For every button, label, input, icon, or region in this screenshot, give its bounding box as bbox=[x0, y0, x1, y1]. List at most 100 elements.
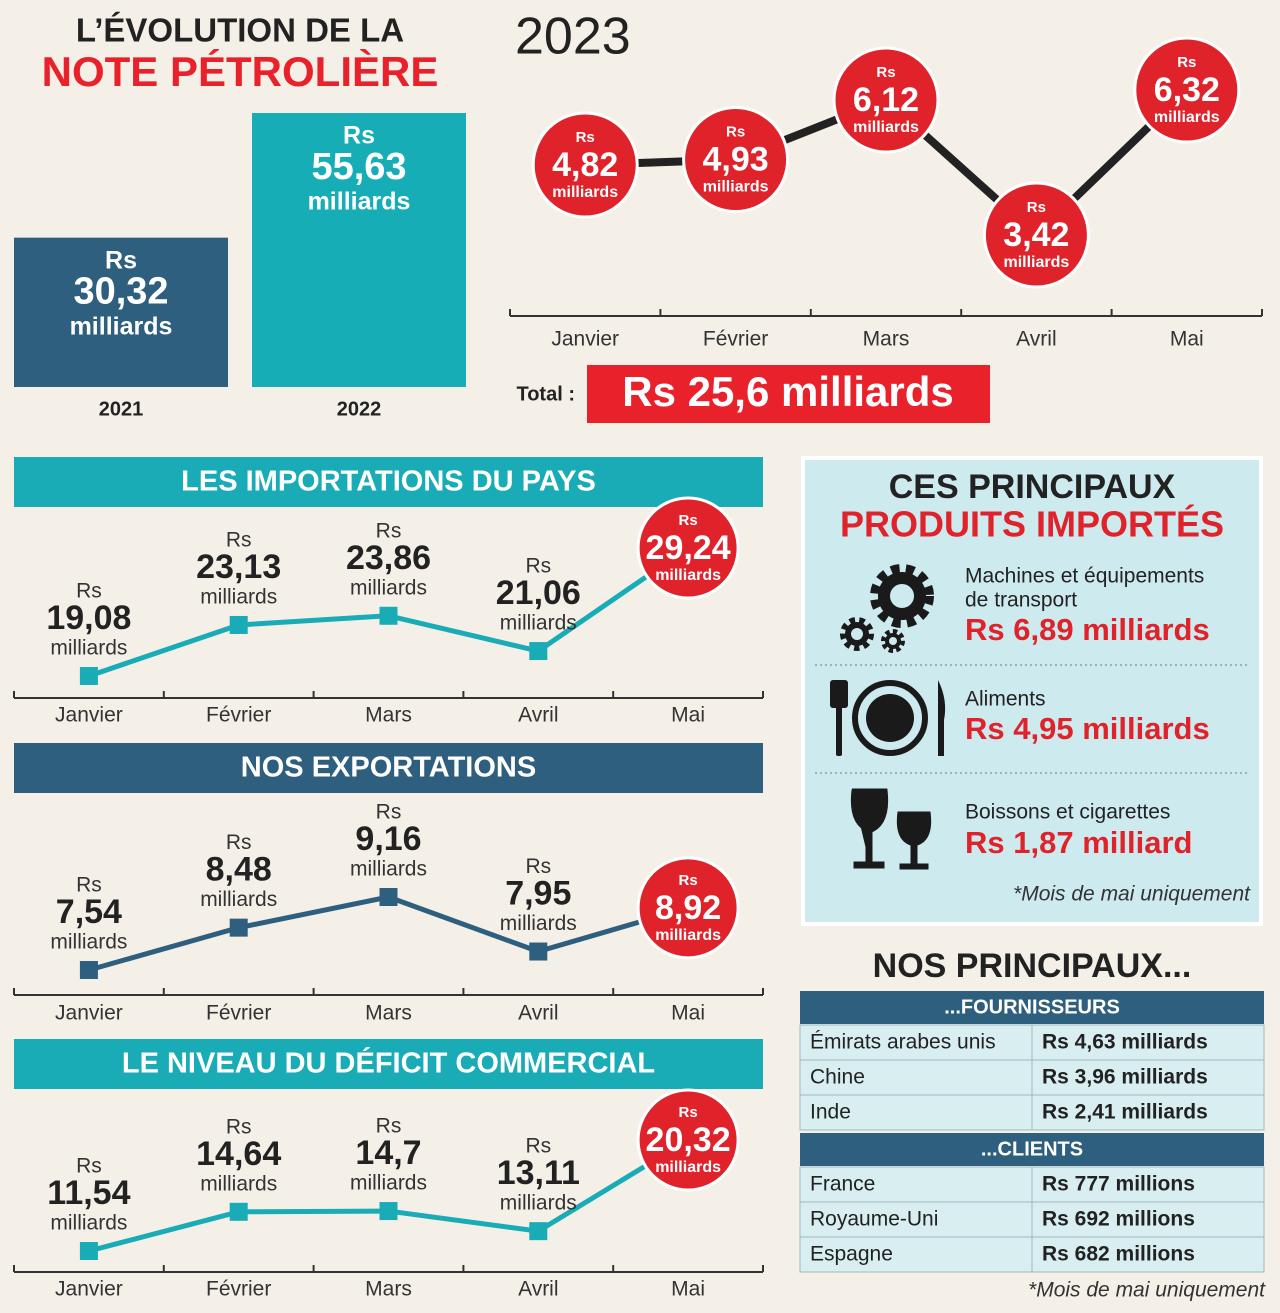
table-header-text: ...CLIENTS bbox=[981, 1138, 1083, 1160]
plate-icon bbox=[830, 680, 946, 756]
bar-unit: milliards bbox=[70, 312, 173, 340]
value-label: 7,54 bbox=[56, 893, 122, 931]
total-label: Total : bbox=[516, 383, 575, 405]
point-marker bbox=[379, 606, 398, 625]
value-label: 6,32 bbox=[1154, 71, 1220, 109]
table-cell: Rs 4,63 milliards bbox=[1042, 1031, 1208, 1054]
value-currency: Rs bbox=[525, 555, 551, 578]
x-tick-label: Février bbox=[206, 1002, 271, 1025]
value-unit: milliards bbox=[655, 1159, 721, 1176]
table-title: NOS PRINCIPAUX... bbox=[873, 947, 1192, 985]
table-cell: Rs 692 millions bbox=[1042, 1208, 1195, 1231]
value-unit: milliards bbox=[200, 586, 277, 609]
table-cell: Chine bbox=[810, 1066, 865, 1089]
section-header bbox=[14, 743, 763, 793]
table-header bbox=[800, 1133, 1264, 1166]
table-cell: Inde bbox=[810, 1101, 851, 1124]
bar-value-label: 55,63 bbox=[311, 146, 406, 188]
product-value: Rs 1,87 milliard bbox=[965, 825, 1192, 860]
value-unit: milliards bbox=[500, 612, 577, 635]
value-unit: milliards bbox=[50, 931, 127, 954]
value-unit: milliards bbox=[350, 858, 427, 881]
x-tick-label: Avril bbox=[518, 704, 558, 727]
point-marker bbox=[379, 888, 398, 906]
value-currency: Rs bbox=[679, 1104, 698, 1121]
highlight-marker bbox=[832, 46, 940, 154]
table-cell: France bbox=[810, 1173, 875, 1196]
value-currency: Rs bbox=[76, 874, 102, 897]
x-tick-label: Avril bbox=[1016, 328, 1056, 351]
products-title: CES PRINCIPAUX bbox=[889, 468, 1176, 506]
value-currency: Rs bbox=[726, 123, 745, 140]
value-unit: milliards bbox=[50, 637, 127, 660]
chart-title: NOS EXPORTATIONS bbox=[241, 752, 536, 784]
total-box bbox=[587, 365, 990, 423]
product-label: Boissons et cigarettes bbox=[965, 801, 1170, 824]
point-marker bbox=[229, 615, 248, 634]
value-label: 9,16 bbox=[355, 820, 421, 858]
table-header bbox=[800, 991, 1264, 1024]
point-marker bbox=[79, 961, 98, 979]
point-marker bbox=[229, 1202, 248, 1221]
value-label: 6,12 bbox=[853, 81, 919, 119]
x-tick-label: Janvier bbox=[55, 1002, 123, 1025]
x-tick-label: Mai bbox=[671, 704, 705, 727]
value-label: 13,11 bbox=[497, 1154, 580, 1192]
table-cell: Rs 777 millions bbox=[1042, 1173, 1195, 1196]
product-label: de transport bbox=[965, 589, 1077, 612]
value-currency: Rs bbox=[1177, 54, 1196, 71]
value-currency: Rs bbox=[525, 1135, 551, 1158]
highlight-marker bbox=[682, 106, 790, 213]
x-tick-label: Avril bbox=[518, 1002, 558, 1025]
products-panel bbox=[801, 456, 1263, 926]
value-unit: milliards bbox=[1003, 254, 1069, 271]
x-tick-label: Mars bbox=[365, 704, 412, 727]
point-marker bbox=[79, 667, 98, 685]
product-label: Aliments bbox=[965, 688, 1046, 711]
x-tick-label: Février bbox=[206, 1278, 271, 1301]
value-label: 3,42 bbox=[1003, 216, 1069, 254]
value-unit: milliards bbox=[50, 1212, 127, 1235]
value-unit: milliards bbox=[500, 912, 577, 935]
value-currency: Rs bbox=[376, 519, 402, 542]
total-value: Rs 25,6 milliards bbox=[622, 368, 954, 415]
value-unit: milliards bbox=[853, 119, 919, 136]
footnote: *Mois de mai uniquement bbox=[1028, 1279, 1266, 1302]
value-currency: Rs bbox=[76, 1155, 102, 1178]
highlight-marker bbox=[531, 111, 639, 219]
highlight-marker bbox=[636, 856, 740, 960]
footnote: *Mois de mai uniquement bbox=[1013, 883, 1251, 906]
value-label: 7,95 bbox=[505, 875, 571, 913]
value-unit: milliards bbox=[655, 927, 721, 944]
bar-unit: milliards bbox=[308, 188, 411, 216]
chart-title: L’ÉVOLUTION DE LA bbox=[76, 12, 404, 49]
value-unit: milliards bbox=[200, 1172, 277, 1195]
section-header bbox=[14, 1039, 763, 1089]
value-label: 4,93 bbox=[703, 140, 769, 178]
value-currency: Rs bbox=[876, 64, 895, 81]
x-tick-label: Janvier bbox=[55, 704, 123, 727]
table-cell: Rs 2,41 milliards bbox=[1042, 1101, 1208, 1124]
value-label: 8,92 bbox=[655, 889, 721, 927]
x-tick-label: Janvier bbox=[55, 1278, 123, 1301]
x-tick-label: Mars bbox=[863, 328, 910, 351]
value-label: 4,82 bbox=[552, 146, 618, 184]
value-currency: Rs bbox=[226, 529, 252, 552]
x-tick-label: 2021 bbox=[99, 398, 144, 420]
value-currency: Rs bbox=[76, 580, 102, 603]
x-tick-label: Mars bbox=[365, 1278, 412, 1301]
highlight-marker bbox=[982, 181, 1090, 289]
highlight-marker bbox=[636, 496, 740, 600]
section-header bbox=[14, 457, 763, 507]
value-label: 20,32 bbox=[646, 1121, 731, 1159]
chart-title: 2023 bbox=[515, 8, 631, 66]
x-tick-label: Mai bbox=[1170, 328, 1204, 351]
value-currency: Rs bbox=[525, 855, 551, 878]
products-title: PRODUITS IMPORTÉS bbox=[840, 504, 1224, 545]
highlight-marker bbox=[636, 1088, 740, 1192]
value-unit: milliards bbox=[655, 567, 721, 584]
value-label: 14,7 bbox=[355, 1134, 421, 1172]
table-cell: Rs 682 millions bbox=[1042, 1243, 1195, 1266]
product-value: Rs 4,95 milliards bbox=[965, 711, 1210, 746]
